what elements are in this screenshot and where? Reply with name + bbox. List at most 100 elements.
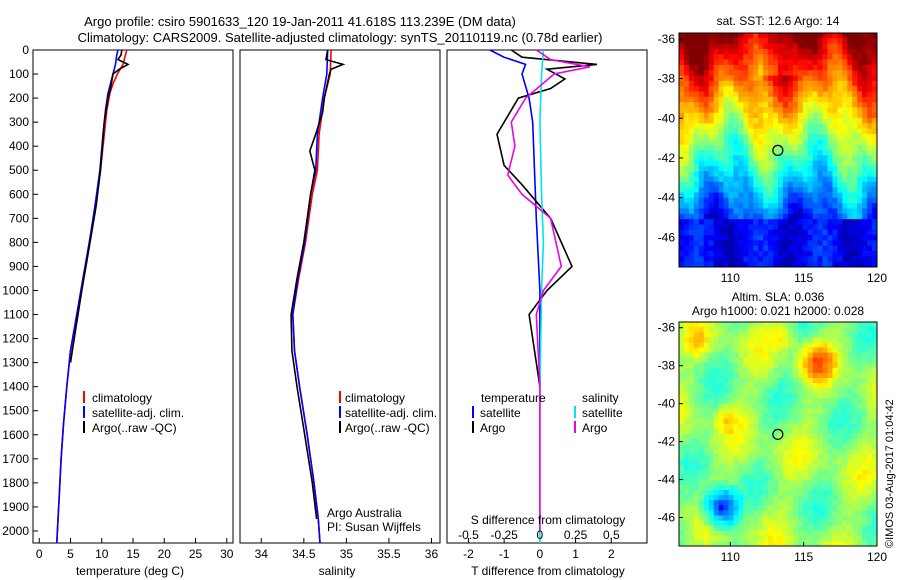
heatmap-cell [679, 54, 685, 60]
heatmap-cell [703, 59, 710, 66]
heatmap-cell [802, 123, 809, 130]
heatmap-cell [728, 33, 734, 39]
heatmap-cell [857, 469, 863, 476]
heatmap-cell [713, 479, 719, 486]
heatmap-cell [773, 261, 779, 268]
heatmap-cell [708, 208, 715, 215]
heatmap-cell [768, 423, 774, 430]
heatmap-cell [773, 515, 779, 521]
heatmap-cell [743, 540, 749, 547]
heatmap-cell [847, 197, 853, 204]
heatmap-cell [807, 256, 814, 263]
heatmap-cell [748, 490, 754, 496]
heatmap-cell [748, 208, 754, 215]
heatmap-cell [822, 383, 828, 389]
heatmap-cell [688, 219, 695, 225]
heatmap-cell [797, 398, 804, 404]
heatmap-cell [698, 128, 705, 135]
heatmap-cell [698, 107, 705, 114]
heatmap-cell [867, 337, 873, 343]
heatmap-cell [857, 33, 863, 39]
heatmap-cell [698, 510, 705, 516]
heatmap-cell [787, 96, 794, 103]
heatmap-cell [703, 454, 710, 460]
heatmap-cell [768, 208, 774, 215]
heatmap-cell [787, 107, 794, 114]
heatmap-cell [787, 469, 794, 476]
heatmap-cell [773, 347, 779, 353]
heatmap-cell [862, 203, 868, 209]
heatmap-cell [713, 388, 719, 394]
heatmap-cell [812, 229, 818, 236]
heatmap-cell [857, 383, 863, 389]
heatmap-cell [728, 469, 734, 476]
heatmap-cell [698, 352, 705, 359]
heatmap-cell [698, 449, 705, 455]
heatmap-cell [738, 464, 744, 471]
heatmap-cell [708, 203, 715, 209]
heatmap-cell [787, 235, 794, 241]
heatmap-cell [797, 187, 804, 193]
heatmap-cell [857, 160, 863, 167]
heatmap-cell [807, 413, 814, 420]
heatmap-cell [812, 464, 818, 471]
heatmap-cell [862, 520, 868, 527]
heatmap-cell [718, 525, 724, 532]
heatmap-cell [827, 520, 833, 527]
heatmap-cell [753, 500, 759, 506]
heatmap-cell [773, 367, 779, 374]
heatmap-cell [738, 59, 744, 66]
heatmap-cell [679, 428, 685, 435]
heatmap-cell [837, 192, 843, 199]
heatmap-cell [802, 383, 809, 389]
heatmap-cell [683, 322, 690, 328]
heatmap-cell [733, 91, 739, 98]
heatmap-cell [807, 160, 814, 167]
heatmap-cell [832, 464, 838, 471]
heatmap-cell [812, 192, 818, 199]
heatmap-cell [708, 96, 715, 103]
heatmap-cell [782, 240, 789, 247]
salinity-panel: 34 34.5 35 35.5 36 salinity climatology sate… [239, 49, 441, 578]
heatmap-cell [693, 59, 700, 66]
heatmap-cell [782, 256, 789, 263]
heatmap-cell [837, 474, 843, 481]
heatmap-cell [728, 444, 734, 450]
heatmap-cell [862, 525, 868, 532]
heatmap-cell [872, 203, 878, 209]
heatmap-cell [827, 245, 833, 252]
heatmap-cell [852, 181, 858, 188]
heatmap-cell [837, 70, 843, 76]
heatmap-cell [847, 520, 853, 527]
heatmap-cell [738, 357, 744, 364]
heatmap-cell [812, 383, 818, 389]
heatmap-cell [792, 530, 799, 537]
heatmap-cell [693, 388, 700, 394]
heatmap-cell [718, 139, 724, 146]
heatmap-cell [693, 423, 700, 430]
heatmap-cell [787, 139, 794, 146]
heatmap-cell [753, 128, 759, 135]
heatmap-cell [802, 64, 809, 71]
heatmap-cell [832, 160, 838, 167]
heatmap-cell [698, 327, 705, 333]
heatmap-cell [713, 347, 719, 353]
heatmap-cell [797, 208, 804, 215]
heatmap-cell [802, 240, 809, 247]
heatmap-cell [703, 107, 710, 114]
heatmap-cell [748, 347, 754, 353]
heatmap-cell [723, 144, 729, 151]
heatmap-cell [773, 54, 779, 60]
heatmap-cell [768, 454, 774, 460]
heatmap-cell [758, 86, 764, 92]
heatmap-cell [753, 444, 759, 450]
heatmap-cell [733, 33, 739, 39]
heatmap-cell [713, 213, 719, 220]
heatmap-cell [758, 123, 764, 130]
heatmap-cell [718, 33, 724, 39]
heatmap-cell [773, 86, 779, 92]
heatmap-cell [728, 160, 734, 167]
heatmap-cell [733, 352, 739, 359]
heatmap-cell [733, 134, 739, 140]
heatmap-cell [773, 160, 779, 167]
